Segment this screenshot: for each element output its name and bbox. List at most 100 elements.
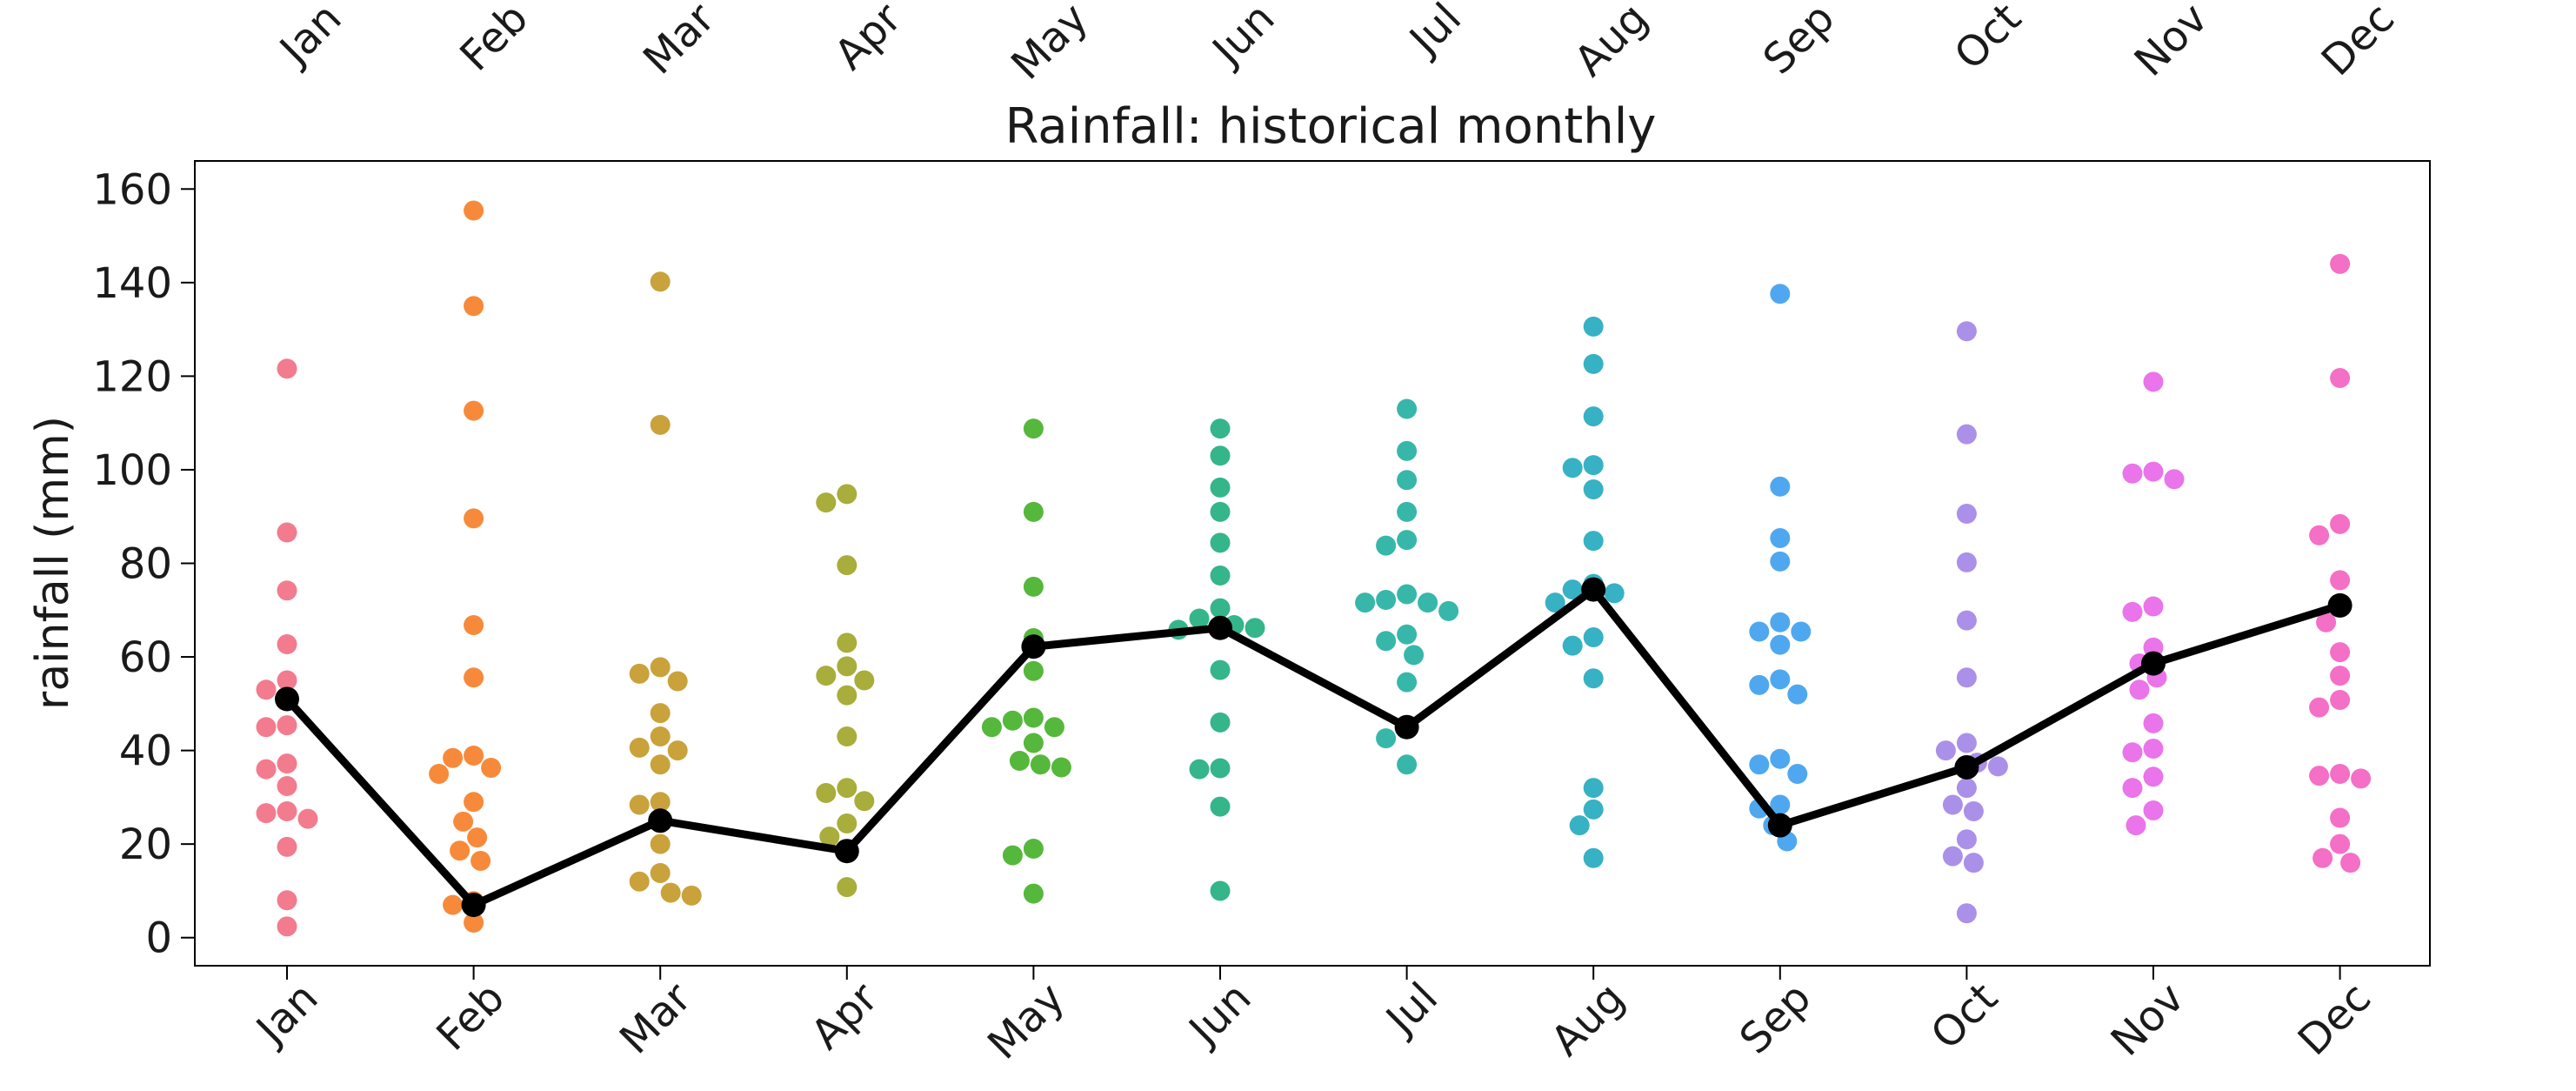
mean-marker	[1021, 634, 1046, 659]
data-point	[464, 746, 484, 766]
data-point	[277, 670, 297, 691]
data-point	[1770, 527, 1791, 548]
data-point	[1418, 592, 1438, 613]
data-point	[1770, 284, 1791, 305]
data-point	[1604, 583, 1625, 604]
data-point	[1397, 584, 1418, 605]
data-point	[1210, 565, 1231, 586]
data-point	[1397, 501, 1418, 522]
mean-marker	[2327, 592, 2352, 618]
data-point	[650, 754, 671, 775]
data-point	[650, 726, 671, 746]
data-point	[464, 400, 484, 421]
data-point	[1562, 579, 1583, 600]
mean-marker	[1208, 615, 1232, 640]
data-point	[1397, 672, 1418, 693]
data-point	[1583, 668, 1604, 689]
data-point	[1002, 710, 1023, 731]
data-point	[1583, 531, 1604, 552]
data-point	[1044, 717, 1064, 738]
data-point	[1942, 794, 1963, 815]
data-point	[1210, 880, 1231, 901]
data-point	[2122, 778, 2143, 799]
data-point	[2129, 679, 2150, 700]
data-point	[1583, 847, 1604, 868]
data-point	[2330, 807, 2351, 828]
data-point	[1583, 353, 1604, 374]
data-point	[1397, 530, 1418, 551]
data-point	[1545, 592, 1565, 613]
y-tick-label: 0	[145, 914, 172, 963]
data-point	[819, 827, 840, 847]
data-point	[1397, 754, 1418, 775]
data-point	[1583, 406, 1604, 427]
data-point	[256, 679, 277, 700]
mean-line	[284, 586, 2341, 909]
y-tick-label: 80	[119, 540, 172, 589]
data-point	[2330, 690, 2351, 711]
data-point	[1376, 535, 1397, 556]
swarm-points	[256, 200, 2372, 937]
data-point	[629, 794, 650, 815]
data-point	[277, 634, 297, 655]
data-point	[1935, 740, 1956, 761]
data-point	[1956, 667, 1977, 688]
data-point	[650, 703, 671, 724]
data-point	[1023, 660, 1044, 681]
data-point	[2330, 833, 2351, 854]
mean-marker	[834, 839, 859, 864]
data-point	[837, 877, 858, 898]
data-point	[660, 882, 681, 903]
data-point	[256, 759, 277, 780]
data-point	[464, 913, 484, 934]
mean-marker	[1767, 813, 1792, 838]
data-point	[1787, 764, 1808, 785]
data-point	[1562, 635, 1583, 656]
data-point	[629, 663, 650, 684]
data-point	[1987, 756, 2008, 777]
data-point	[1023, 576, 1044, 597]
mean-marker	[275, 686, 299, 712]
data-point	[1210, 796, 1231, 817]
data-point	[837, 726, 858, 746]
data-point	[2143, 713, 2164, 733]
data-point	[629, 737, 650, 758]
mean-marker	[2141, 651, 2166, 676]
data-point	[629, 871, 650, 892]
data-point	[1791, 621, 1812, 642]
data-point	[1749, 674, 1770, 695]
data-point	[1376, 589, 1397, 610]
data-point	[443, 747, 464, 768]
data-point	[1023, 418, 1044, 439]
data-point	[837, 685, 858, 706]
data-point	[2143, 596, 2164, 617]
y-tick-label: 100	[92, 446, 172, 495]
data-point	[2143, 461, 2164, 482]
data-point	[1770, 669, 1791, 690]
data-point	[2351, 768, 2372, 789]
data-point	[2309, 525, 2330, 546]
data-point	[1956, 903, 1977, 924]
data-point	[1956, 829, 1977, 850]
data-point	[464, 667, 484, 688]
chart-title: Rainfall: historical monthly	[1005, 98, 1657, 155]
data-point	[1749, 754, 1770, 775]
data-point	[1438, 600, 1459, 621]
data-point	[2340, 853, 2361, 873]
data-point	[2330, 368, 2351, 389]
y-tick-label: 60	[119, 633, 172, 682]
data-point	[1397, 440, 1418, 461]
data-point	[2143, 371, 2164, 392]
data-point	[277, 836, 297, 857]
data-point	[277, 715, 297, 736]
data-point	[277, 916, 297, 937]
y-tick-label: 20	[119, 820, 172, 869]
data-point	[2309, 697, 2330, 718]
data-point	[1210, 598, 1231, 619]
data-point	[1210, 659, 1231, 680]
data-point	[1376, 631, 1397, 652]
y-tick-label: 160	[92, 165, 172, 214]
data-point	[1023, 707, 1044, 728]
data-point	[837, 484, 858, 505]
data-point	[1030, 754, 1051, 775]
